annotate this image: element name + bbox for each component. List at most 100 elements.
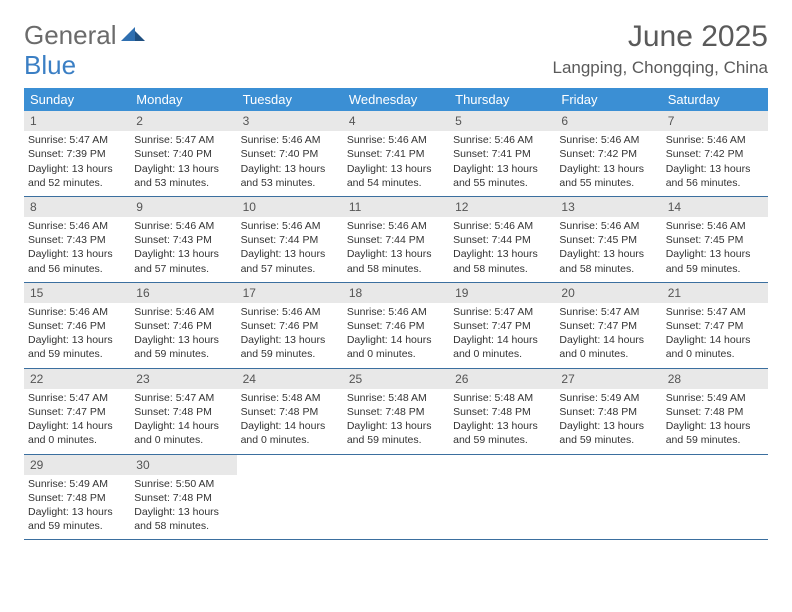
day-cell: 30Sunrise: 5:50 AMSunset: 7:48 PMDayligh… xyxy=(130,455,236,540)
sunrise-text: Sunrise: 5:46 AM xyxy=(241,133,339,147)
day-cell: 7Sunrise: 5:46 AMSunset: 7:42 PMDaylight… xyxy=(662,111,768,196)
week-row: 15Sunrise: 5:46 AMSunset: 7:46 PMDayligh… xyxy=(24,283,768,369)
sunset-text: Sunset: 7:41 PM xyxy=(347,147,445,161)
sunrise-text: Sunrise: 5:46 AM xyxy=(241,305,339,319)
day-body: Sunrise: 5:46 AMSunset: 7:41 PMDaylight:… xyxy=(343,131,449,196)
day-body: Sunrise: 5:46 AMSunset: 7:45 PMDaylight:… xyxy=(662,217,768,282)
sunrise-text: Sunrise: 5:46 AM xyxy=(453,219,551,233)
sunset-text: Sunset: 7:47 PM xyxy=(559,319,657,333)
sunrise-text: Sunrise: 5:48 AM xyxy=(241,391,339,405)
sunset-text: Sunset: 7:48 PM xyxy=(134,491,232,505)
sunset-text: Sunset: 7:39 PM xyxy=(28,147,126,161)
daylight-text: Daylight: 14 hours and 0 minutes. xyxy=(241,419,339,447)
day-cell: 6Sunrise: 5:46 AMSunset: 7:42 PMDaylight… xyxy=(555,111,661,196)
sunrise-text: Sunrise: 5:47 AM xyxy=(453,305,551,319)
day-cell: 25Sunrise: 5:48 AMSunset: 7:48 PMDayligh… xyxy=(343,369,449,454)
brand-logo: General xyxy=(24,20,147,51)
sunset-text: Sunset: 7:48 PM xyxy=(453,405,551,419)
sunrise-text: Sunrise: 5:47 AM xyxy=(134,133,232,147)
sunrise-text: Sunrise: 5:47 AM xyxy=(28,133,126,147)
sunset-text: Sunset: 7:45 PM xyxy=(559,233,657,247)
day-body: Sunrise: 5:46 AMSunset: 7:44 PMDaylight:… xyxy=(449,217,555,282)
daylight-text: Daylight: 13 hours and 57 minutes. xyxy=(134,247,232,275)
day-cell: 17Sunrise: 5:46 AMSunset: 7:46 PMDayligh… xyxy=(237,283,343,368)
day-body: Sunrise: 5:47 AMSunset: 7:48 PMDaylight:… xyxy=(130,389,236,454)
daylight-text: Daylight: 13 hours and 53 minutes. xyxy=(241,162,339,190)
sunset-text: Sunset: 7:41 PM xyxy=(453,147,551,161)
sunrise-text: Sunrise: 5:46 AM xyxy=(666,219,764,233)
day-number: 22 xyxy=(24,369,130,389)
day-cell: 3Sunrise: 5:46 AMSunset: 7:40 PMDaylight… xyxy=(237,111,343,196)
daylight-text: Daylight: 13 hours and 57 minutes. xyxy=(241,247,339,275)
daylight-text: Daylight: 13 hours and 59 minutes. xyxy=(134,333,232,361)
daylight-text: Daylight: 13 hours and 54 minutes. xyxy=(347,162,445,190)
day-cell: 5Sunrise: 5:46 AMSunset: 7:41 PMDaylight… xyxy=(449,111,555,196)
daylight-text: Daylight: 14 hours and 0 minutes. xyxy=(453,333,551,361)
daylight-text: Daylight: 13 hours and 55 minutes. xyxy=(453,162,551,190)
sunrise-text: Sunrise: 5:46 AM xyxy=(559,133,657,147)
day-body: Sunrise: 5:46 AMSunset: 7:41 PMDaylight:… xyxy=(449,131,555,196)
sunset-text: Sunset: 7:48 PM xyxy=(28,491,126,505)
day-number: 30 xyxy=(130,455,236,475)
daylight-text: Daylight: 13 hours and 58 minutes. xyxy=(559,247,657,275)
sunrise-text: Sunrise: 5:46 AM xyxy=(666,133,764,147)
day-number: 2 xyxy=(130,111,236,131)
week-row: 22Sunrise: 5:47 AMSunset: 7:47 PMDayligh… xyxy=(24,369,768,455)
day-body: Sunrise: 5:48 AMSunset: 7:48 PMDaylight:… xyxy=(343,389,449,454)
day-number: 5 xyxy=(449,111,555,131)
day-number: 19 xyxy=(449,283,555,303)
brand-text-general: General xyxy=(24,20,117,51)
sunrise-text: Sunrise: 5:46 AM xyxy=(559,219,657,233)
day-body: Sunrise: 5:46 AMSunset: 7:43 PMDaylight:… xyxy=(24,217,130,282)
daylight-text: Daylight: 14 hours and 0 minutes. xyxy=(28,419,126,447)
day-cell: 13 Sunrise: 5:46 AMSunset: 7:45 PMDayligh… xyxy=(555,197,661,282)
brand-triangle-icon xyxy=(121,23,145,48)
day-cell: 1Sunrise: 5:47 AMSunset: 7:39 PMDaylight… xyxy=(24,111,130,196)
daylight-text: Daylight: 13 hours and 52 minutes. xyxy=(28,162,126,190)
sunrise-text: Sunrise: 5:48 AM xyxy=(347,391,445,405)
day-body: Sunrise: 5:47 AMSunset: 7:40 PMDaylight:… xyxy=(130,131,236,196)
day-cell: 2Sunrise: 5:47 AMSunset: 7:40 PMDaylight… xyxy=(130,111,236,196)
day-body: Sunrise: 5:46 AMSunset: 7:46 PMDaylight:… xyxy=(130,303,236,368)
day-number: 12 xyxy=(449,197,555,217)
sunset-text: Sunset: 7:44 PM xyxy=(347,233,445,247)
day-header-wednesday: Wednesday xyxy=(343,88,449,111)
empty-day-cell xyxy=(449,455,555,540)
daylight-text: Daylight: 13 hours and 59 minutes. xyxy=(559,419,657,447)
day-number: 28 xyxy=(662,369,768,389)
day-cell: 27Sunrise: 5:49 AMSunset: 7:48 PMDayligh… xyxy=(555,369,661,454)
day-body: Sunrise: 5:47 AMSunset: 7:47 PMDaylight:… xyxy=(449,303,555,368)
empty-day-cell xyxy=(662,455,768,540)
daylight-text: Daylight: 13 hours and 56 minutes. xyxy=(666,162,764,190)
week-row: 29Sunrise: 5:49 AMSunset: 7:48 PMDayligh… xyxy=(24,455,768,541)
day-number: 4 xyxy=(343,111,449,131)
sunrise-text: Sunrise: 5:48 AM xyxy=(453,391,551,405)
daylight-text: Daylight: 13 hours and 58 minutes. xyxy=(453,247,551,275)
sunset-text: Sunset: 7:44 PM xyxy=(241,233,339,247)
daylight-text: Daylight: 13 hours and 53 minutes. xyxy=(134,162,232,190)
sunset-text: Sunset: 7:43 PM xyxy=(28,233,126,247)
sunrise-text: Sunrise: 5:46 AM xyxy=(28,305,126,319)
sunset-text: Sunset: 7:47 PM xyxy=(28,405,126,419)
day-cell: 18Sunrise: 5:46 AMSunset: 7:46 PMDayligh… xyxy=(343,283,449,368)
day-body: Sunrise: 5:47 AMSunset: 7:47 PMDaylight:… xyxy=(662,303,768,368)
sunset-text: Sunset: 7:48 PM xyxy=(666,405,764,419)
day-body: Sunrise: 5:46 AMSunset: 7:43 PMDaylight:… xyxy=(130,217,236,282)
day-number: 13 xyxy=(555,197,661,217)
day-cell: 19Sunrise: 5:47 AMSunset: 7:47 PMDayligh… xyxy=(449,283,555,368)
sunrise-text: Sunrise: 5:49 AM xyxy=(28,477,126,491)
day-header-sunday: Sunday xyxy=(24,88,130,111)
day-header-friday: Friday xyxy=(555,88,661,111)
daylight-text: Daylight: 14 hours and 0 minutes. xyxy=(559,333,657,361)
day-number: 23 xyxy=(130,369,236,389)
day-body: Sunrise: 5:47 AMSunset: 7:39 PMDaylight:… xyxy=(24,131,130,196)
day-body: Sunrise: 5:49 AMSunset: 7:48 PMDaylight:… xyxy=(662,389,768,454)
sunset-text: Sunset: 7:46 PM xyxy=(241,319,339,333)
daylight-text: Daylight: 13 hours and 58 minutes. xyxy=(134,505,232,533)
day-body: Sunrise: 5:46 AMSunset: 7:42 PMDaylight:… xyxy=(555,131,661,196)
day-body: Sunrise: 5:48 AMSunset: 7:48 PMDaylight:… xyxy=(237,389,343,454)
day-cell: 29Sunrise: 5:49 AMSunset: 7:48 PMDayligh… xyxy=(24,455,130,540)
sunset-text: Sunset: 7:46 PM xyxy=(347,319,445,333)
day-cell: 9Sunrise: 5:46 AMSunset: 7:43 PMDaylight… xyxy=(130,197,236,282)
day-number: 27 xyxy=(555,369,661,389)
